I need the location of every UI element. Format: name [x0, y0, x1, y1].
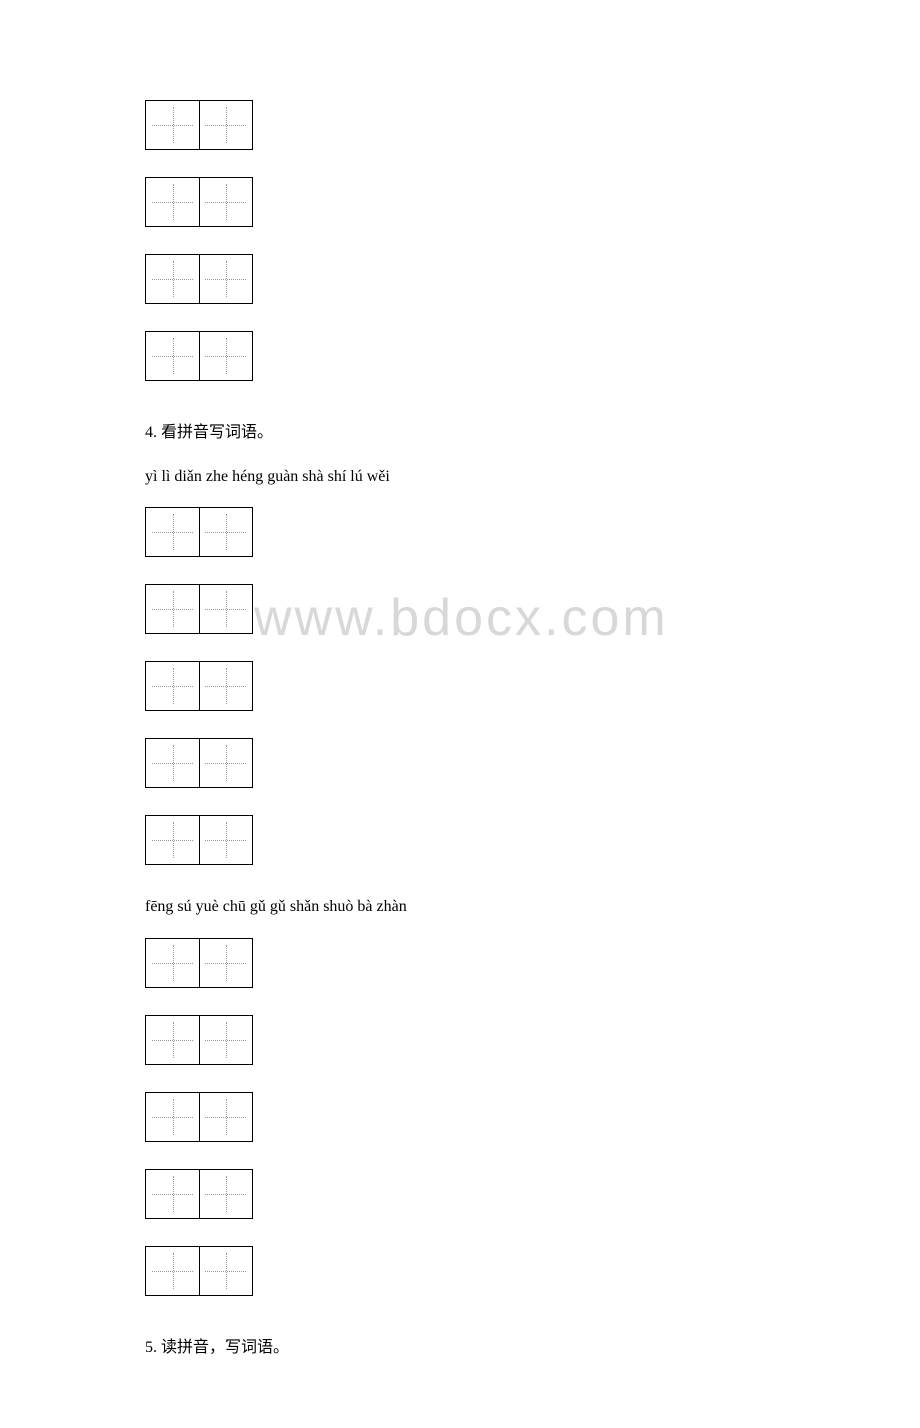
question-4-text: 4. 看拼音写词语。: [145, 420, 775, 446]
grid-group-2: [145, 815, 775, 890]
character-grid-box: [145, 815, 253, 865]
grid-group-2: [145, 507, 775, 582]
pinyin-line-1: yì lì diǎn zhe héng guàn shà shí lú wěi: [145, 464, 775, 490]
question-label: 看拼音写词语。: [161, 424, 273, 441]
character-grid-box: [145, 100, 253, 150]
question-number: 4: [145, 424, 153, 441]
character-grid-box: [145, 507, 253, 557]
grid-group-3: [145, 1092, 775, 1167]
grid-group-2: [145, 661, 775, 736]
grid-group-3: [145, 1169, 775, 1244]
grid-group-1: [145, 177, 775, 252]
character-grid-box: [145, 938, 253, 988]
character-grid-box: [145, 738, 253, 788]
grid-group-3: [145, 938, 775, 1013]
character-grid-box: [145, 1015, 253, 1065]
character-grid-box: [145, 1169, 253, 1219]
grid-group-1: [145, 100, 775, 175]
question-5-text: 5. 读拼音，写词语。: [145, 1335, 775, 1361]
character-grid-box: [145, 177, 253, 227]
grid-group-2: [145, 584, 775, 659]
character-grid-box: [145, 254, 253, 304]
character-grid-box: [145, 331, 253, 381]
character-grid-box: [145, 661, 253, 711]
grid-group-1: [145, 331, 775, 406]
character-grid-box: [145, 584, 253, 634]
document-content: 4. 看拼音写词语。 yì lì diǎn zhe héng guàn shà …: [145, 100, 775, 1360]
grid-group-3: [145, 1246, 775, 1321]
grid-group-1: [145, 254, 775, 329]
character-grid-box: [145, 1246, 253, 1296]
character-grid-box: [145, 1092, 253, 1142]
grid-group-3: [145, 1015, 775, 1090]
grid-group-2: [145, 738, 775, 813]
question-number: 5: [145, 1339, 153, 1356]
question-label: 读拼音，写词语。: [161, 1339, 289, 1356]
pinyin-line-2: fēng sú yuè chū gǔ gǔ shǎn shuò bà zhàn: [145, 894, 775, 920]
